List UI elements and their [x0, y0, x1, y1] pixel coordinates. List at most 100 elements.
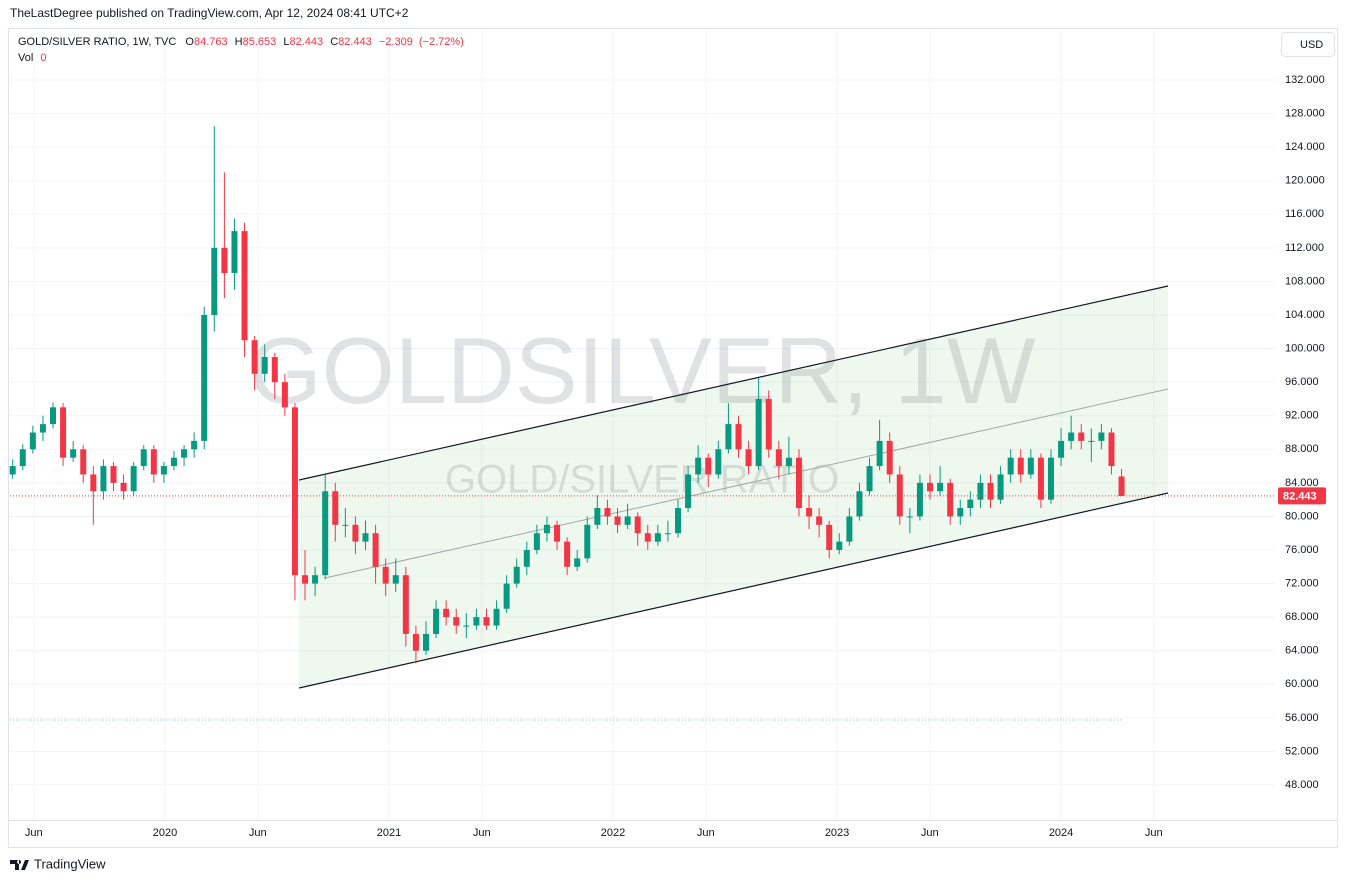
candle [785, 436, 792, 475]
candle-body [140, 449, 147, 467]
y-tick-label: 64.000 [1285, 645, 1319, 657]
candle-body [382, 566, 389, 584]
candle [312, 566, 319, 597]
candle-body [1017, 457, 1024, 475]
candle [402, 566, 409, 647]
candle-body [271, 356, 278, 383]
candle-body [50, 407, 57, 425]
candle-body [896, 474, 903, 517]
candle [382, 558, 389, 597]
candle-body [846, 516, 853, 542]
x-tick-label: 2021 [377, 827, 401, 839]
candle-body [795, 457, 802, 509]
candle-body [211, 247, 218, 316]
change: −2.309 [379, 36, 413, 48]
candle [1098, 424, 1105, 450]
candle-body [705, 457, 712, 475]
candle [19, 444, 26, 471]
candle [533, 524, 540, 555]
candle-body [806, 508, 813, 517]
candles [9, 126, 1125, 664]
candle-body [1047, 457, 1054, 500]
candle-body [302, 575, 309, 584]
candle-body [967, 499, 974, 509]
candle-body [957, 508, 964, 517]
candle-body [664, 533, 671, 535]
candle-body [19, 449, 26, 467]
candle [675, 499, 682, 538]
candle [604, 499, 611, 525]
y-tick-label: 56.000 [1285, 712, 1319, 724]
candle-body [241, 231, 248, 341]
candle [634, 512, 641, 546]
low-label: L [283, 36, 289, 48]
candle-body [170, 457, 177, 467]
candle-body [70, 449, 77, 458]
y-tick-label: 120.000 [1285, 175, 1325, 187]
candle [100, 459, 107, 500]
candle-body [775, 449, 782, 467]
candle-body [634, 516, 641, 534]
candle [987, 474, 994, 509]
candle-body [281, 382, 288, 408]
brand: TradingView [10, 856, 106, 871]
currency-label[interactable]: USD [1300, 39, 1323, 51]
currency-button-box[interactable] [1281, 32, 1335, 57]
candle [372, 524, 379, 584]
legend-line: GOLD/SILVER RATIO, 1W, TVC O84.763 H85.6… [18, 36, 464, 48]
x-tick-label: 2024 [1049, 827, 1073, 839]
candle [997, 466, 1004, 504]
candle-body [1007, 457, 1014, 475]
candle-body [1108, 432, 1115, 467]
high-label: H [235, 36, 243, 48]
candle-body [826, 524, 833, 551]
candle-body [1088, 440, 1095, 442]
y-tick-label: 76.000 [1285, 544, 1319, 556]
candle [181, 445, 188, 467]
candle-body [392, 575, 399, 584]
volume-line: Vol 0 [18, 52, 46, 64]
chart-frame [8, 28, 1338, 848]
candle [443, 600, 450, 626]
currency-button[interactable]: USD [1281, 32, 1335, 57]
candle-body [584, 524, 591, 559]
y-tick-label: 60.000 [1285, 678, 1319, 690]
close-value: 82.443 [338, 36, 372, 48]
candle [685, 466, 692, 513]
candle [473, 608, 480, 630]
candle [866, 457, 873, 496]
candle [614, 508, 621, 534]
candle [1108, 428, 1115, 475]
candle [201, 306, 208, 450]
candle [422, 621, 429, 655]
candle [876, 419, 883, 471]
y-tick-label: 80.000 [1285, 510, 1319, 522]
candle [191, 432, 198, 458]
candle-body [342, 524, 349, 526]
candle-body [201, 315, 208, 441]
x-tick-label: 2023 [825, 827, 849, 839]
candle [1058, 428, 1065, 467]
candle-body [80, 449, 87, 475]
candle-body [1037, 457, 1044, 500]
x-tick-label: Jun [1145, 827, 1163, 839]
candle-body [856, 491, 863, 517]
candle-body [876, 440, 883, 467]
candle-body [755, 398, 762, 467]
candle [503, 575, 510, 613]
candle-body [675, 508, 682, 534]
candle-body [533, 533, 540, 551]
candle [957, 499, 964, 525]
candle [846, 508, 853, 546]
candle-body [654, 533, 661, 542]
candle-body [433, 608, 440, 634]
candle-body [614, 516, 621, 525]
candle [775, 440, 782, 479]
candle-body [453, 617, 460, 626]
y-tick-label: 92.000 [1285, 410, 1319, 422]
candle [342, 508, 349, 538]
candle [271, 352, 278, 399]
candle-body [473, 617, 480, 626]
